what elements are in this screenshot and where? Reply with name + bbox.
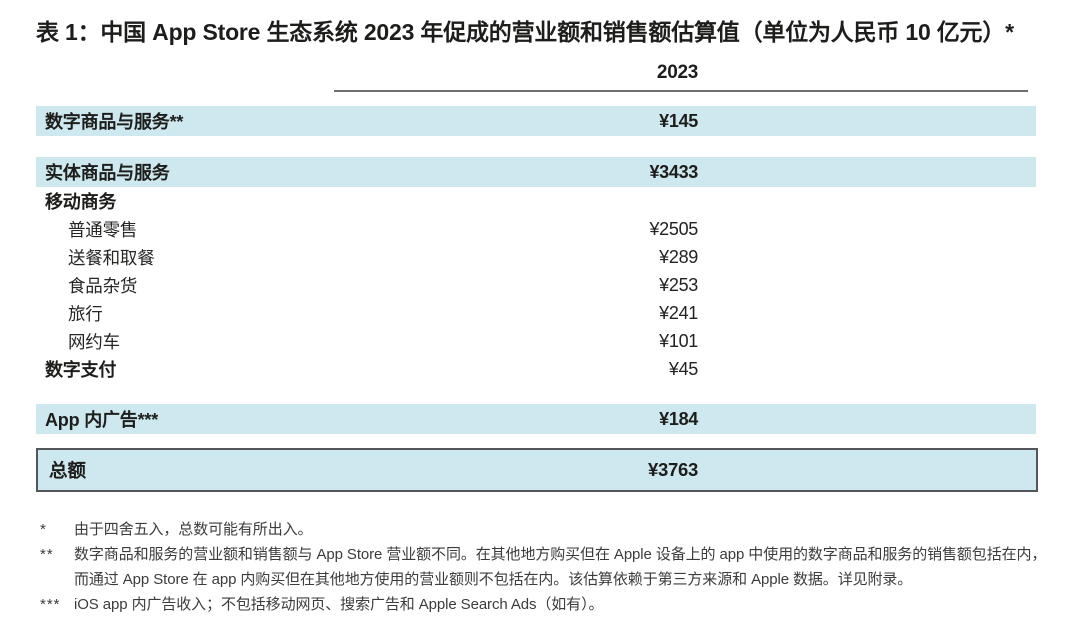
footnote-marker: *: [40, 521, 47, 538]
table-row: 数字商品与服务** ¥145: [36, 106, 1036, 136]
row-label: 食品杂货: [68, 275, 138, 296]
table-header-row: 2023: [36, 62, 1040, 90]
table-row: 旅行 ¥241: [36, 299, 1036, 327]
year-column-header: 2023: [656, 62, 698, 83]
row-value: ¥289: [659, 246, 698, 267]
footnote-text: 数字商品和服务的营业额和销售额与 App Store 营业额不同。在其他地方购买…: [74, 546, 1047, 588]
row-label: App 内广告***: [45, 410, 159, 430]
footnote-marker: **: [40, 546, 54, 563]
table-title: 表 1：中国 App Store 生态系统 2023 年促成的营业额和销售额估算…: [36, 19, 1014, 45]
row-label: 网约车: [68, 331, 120, 352]
row-label: 旅行: [68, 303, 103, 324]
row-label: 移动商务: [45, 192, 117, 212]
report-page: 表 1：中国 App Store 生态系统 2023 年促成的营业额和销售额估算…: [36, 19, 1046, 617]
footnote-text: iOS app 内广告收入；不包括移动网页、搜索广告和 Apple Search…: [74, 596, 604, 613]
row-value: ¥2505: [649, 218, 698, 239]
table-row: 数字支付 ¥45: [36, 355, 1036, 383]
row-label: 数字支付: [45, 360, 117, 380]
footnote: * 由于四舍五入，总数可能有所出入。: [36, 517, 1052, 542]
total-value: ¥3763: [648, 459, 698, 480]
table-total-row: 总额 ¥3763: [36, 448, 1038, 492]
table-row: 食品杂货 ¥253: [36, 271, 1036, 299]
row-label: 普通零售: [68, 219, 138, 240]
row-value: ¥101: [659, 330, 698, 351]
row-value: ¥145: [659, 110, 698, 131]
footnotes: * 由于四舍五入，总数可能有所出入。 ** 数字商品和服务的营业额和销售额与 A…: [36, 517, 1046, 617]
row-label: 数字商品与服务**: [45, 112, 184, 132]
footnote-marker: ***: [40, 596, 61, 613]
row-value: ¥253: [659, 274, 698, 295]
table-row: 普通零售 ¥2505: [36, 215, 1036, 243]
table-row: 移动商务: [36, 187, 1036, 215]
header-rule: [334, 90, 1028, 92]
footnote: ** 数字商品和服务的营业额和销售额与 App Store 营业额不同。在其他地…: [36, 542, 1052, 592]
row-label: 实体商品与服务: [45, 163, 170, 183]
table-row: 网约车 ¥101: [36, 327, 1036, 355]
row-value: ¥45: [668, 358, 698, 379]
row-label: 送餐和取餐: [68, 247, 155, 268]
table-row: 送餐和取餐 ¥289: [36, 243, 1036, 271]
footnote-text: 由于四舍五入，总数可能有所出入。: [74, 521, 313, 538]
table-rows: 数字商品与服务** ¥145 实体商品与服务 ¥3433 移动商务 普通零售 ¥…: [36, 106, 1040, 434]
table-row: App 内广告*** ¥184: [36, 404, 1036, 434]
table-row: 实体商品与服务 ¥3433: [36, 157, 1036, 187]
footnote: *** iOS app 内广告收入；不包括移动网页、搜索广告和 Apple Se…: [36, 592, 1052, 617]
row-value: ¥241: [659, 302, 698, 323]
row-value: ¥3433: [649, 161, 698, 182]
total-label: 总额: [49, 460, 87, 481]
row-value: ¥184: [659, 408, 698, 429]
